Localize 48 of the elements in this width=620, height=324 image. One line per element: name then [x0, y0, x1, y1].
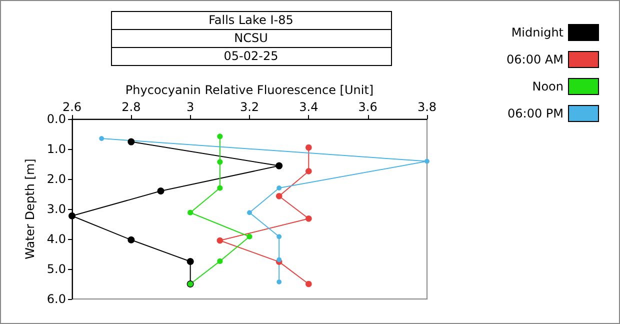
point — [217, 185, 223, 191]
x-tick-label: 3.6 — [358, 100, 378, 114]
x-tick-label: 2.8 — [122, 100, 141, 114]
point — [99, 136, 104, 141]
x-tick-label: 2.6 — [62, 100, 82, 114]
point — [306, 215, 312, 222]
point — [128, 236, 135, 244]
x-tick-label: 3.8 — [417, 100, 437, 114]
chart-subtitle: NCSU — [234, 31, 268, 45]
x-axis-title: Phycocyanin Relative Fluorescence [Unit] — [125, 83, 374, 98]
point — [247, 210, 252, 216]
point — [186, 258, 194, 265]
legend-label: Noon — [532, 80, 564, 94]
y-tick-label: 3.0 — [46, 202, 66, 216]
legend-label: 06:00 AM — [506, 52, 564, 66]
point — [246, 234, 252, 240]
point — [217, 258, 223, 264]
point — [217, 134, 223, 140]
x-tick-label: 3.2 — [240, 100, 260, 114]
y-tick-label: 4.0 — [46, 232, 66, 246]
point — [188, 210, 194, 216]
chart-title: Falls Lake I-85 — [208, 13, 294, 27]
y-tick-label: 2.0 — [46, 172, 66, 186]
point — [276, 186, 282, 190]
point — [68, 212, 76, 220]
point — [217, 159, 223, 165]
text: 05-02-25 — [224, 49, 278, 63]
point — [276, 257, 282, 262]
point — [276, 279, 282, 284]
y-tick-label: 0.0 — [46, 112, 66, 126]
point — [276, 192, 282, 200]
point — [306, 280, 312, 288]
legend-label: Midnight — [511, 26, 564, 40]
point — [276, 234, 282, 240]
y-tick-label: 5.0 — [46, 262, 66, 276]
point — [216, 237, 224, 244]
point — [306, 168, 312, 174]
point — [276, 162, 283, 170]
y-axis-title: Water Depth [m] — [23, 158, 37, 260]
point — [128, 138, 135, 146]
y-tick-label: 6.0 — [46, 292, 66, 306]
legend-label: 06:00 PM — [508, 106, 564, 120]
point — [157, 188, 164, 194]
point — [306, 144, 312, 151]
x-tick-label: 3.4 — [299, 100, 318, 114]
point — [424, 158, 430, 164]
y-tick-label: 1.0 — [46, 142, 66, 156]
x-tick-label: 3 — [186, 100, 194, 114]
